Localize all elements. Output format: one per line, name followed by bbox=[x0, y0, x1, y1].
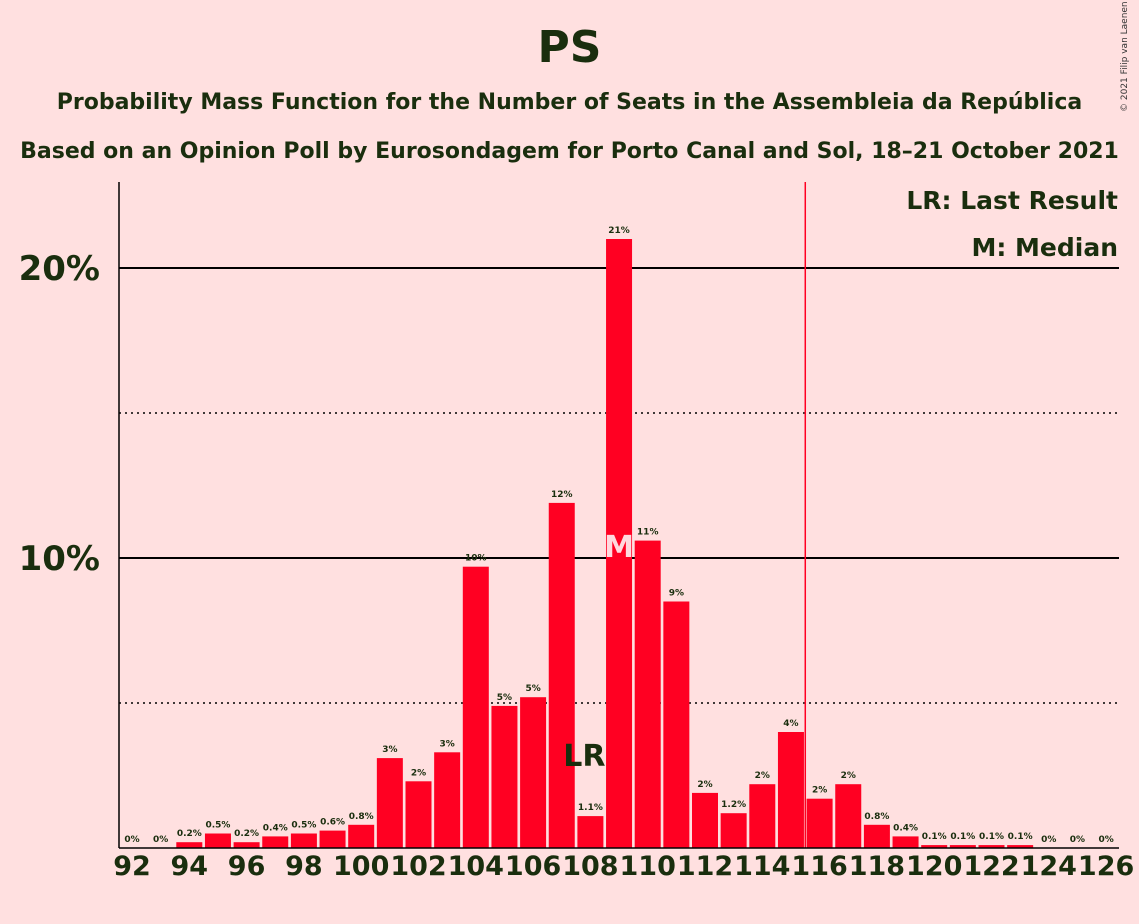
x-tick-label: 102 bbox=[390, 851, 446, 882]
data-label: 0.1% bbox=[1008, 832, 1033, 842]
bar bbox=[634, 540, 661, 848]
x-tick-label: 106 bbox=[505, 851, 561, 882]
x-tick-label: 92 bbox=[113, 851, 151, 882]
bar bbox=[204, 833, 231, 848]
data-label: 3% bbox=[440, 739, 455, 749]
x-tick-label: 104 bbox=[448, 851, 504, 882]
data-label: 0.6% bbox=[320, 818, 345, 828]
chart-subtitle-source: Based on an Opinion Poll by Eurosondagem… bbox=[20, 139, 1119, 164]
bar bbox=[233, 842, 260, 848]
bar bbox=[319, 830, 346, 848]
data-label: 10% bbox=[465, 554, 487, 564]
y-tick-label: 20% bbox=[19, 249, 100, 289]
bar bbox=[835, 784, 862, 848]
x-tick-label: 120 bbox=[906, 851, 962, 882]
chart-title: PS bbox=[537, 22, 602, 73]
bar bbox=[405, 781, 432, 848]
x-tick-label: 110 bbox=[620, 851, 676, 882]
x-tick-label: 116 bbox=[791, 851, 847, 882]
x-tick-label: 94 bbox=[171, 851, 209, 882]
data-label: 4% bbox=[783, 719, 798, 729]
data-label: 0% bbox=[153, 835, 168, 845]
data-label: 0.4% bbox=[263, 823, 288, 833]
legend-last-result: LR: Last Result bbox=[906, 186, 1118, 215]
data-label: 0.2% bbox=[177, 829, 202, 839]
bar bbox=[692, 792, 718, 848]
data-label: 2% bbox=[812, 786, 827, 796]
x-tick-label: 98 bbox=[285, 851, 323, 882]
x-tick-label: 112 bbox=[677, 851, 733, 882]
data-label: 1.1% bbox=[578, 803, 603, 813]
bar bbox=[176, 842, 203, 848]
data-label: 0% bbox=[1070, 835, 1085, 845]
data-label: 0.5% bbox=[205, 821, 230, 831]
bar bbox=[376, 758, 403, 848]
data-label: 5% bbox=[525, 684, 540, 694]
x-tick-label: 124 bbox=[1021, 851, 1077, 882]
data-label: 0.8% bbox=[864, 812, 889, 822]
bar bbox=[777, 732, 804, 848]
data-label: 2% bbox=[755, 771, 770, 781]
data-label: 0% bbox=[1041, 835, 1056, 845]
x-tick-label: 122 bbox=[963, 851, 1019, 882]
data-label: 12% bbox=[551, 490, 573, 500]
data-label: 1.2% bbox=[721, 800, 746, 810]
data-label: 2% bbox=[411, 768, 426, 778]
bar bbox=[949, 845, 976, 848]
bar bbox=[520, 697, 547, 848]
bar bbox=[434, 752, 461, 848]
bar bbox=[863, 824, 890, 848]
data-label: 0.2% bbox=[234, 829, 259, 839]
last-result-marker: LR bbox=[563, 739, 605, 774]
x-tick-label: 114 bbox=[734, 851, 790, 882]
data-label: 0% bbox=[1098, 835, 1113, 845]
bar bbox=[348, 824, 375, 848]
bar bbox=[749, 784, 776, 848]
data-label: 11% bbox=[637, 528, 659, 538]
bar bbox=[978, 845, 1005, 848]
bar bbox=[1007, 845, 1034, 848]
bar bbox=[462, 566, 489, 848]
bar bbox=[548, 502, 575, 848]
data-label: 0.5% bbox=[291, 821, 316, 831]
x-tick-label: 96 bbox=[228, 851, 266, 882]
bar bbox=[663, 601, 690, 848]
chart-subtitle: Probability Mass Function for the Number… bbox=[56, 90, 1083, 115]
median-marker: M bbox=[604, 530, 634, 565]
data-label: 2% bbox=[697, 780, 712, 790]
x-tick-label: 100 bbox=[333, 851, 389, 882]
data-label: 0.4% bbox=[893, 823, 918, 833]
bar bbox=[720, 813, 747, 848]
data-label: 21% bbox=[608, 226, 630, 236]
bar bbox=[290, 833, 317, 848]
data-label: 0.1% bbox=[950, 832, 975, 842]
data-label: 2% bbox=[841, 771, 856, 781]
bar bbox=[491, 705, 518, 848]
data-label: 3% bbox=[382, 745, 397, 755]
data-label: 0% bbox=[124, 835, 139, 845]
y-tick-label: 10% bbox=[19, 539, 100, 579]
x-tick-label: 118 bbox=[849, 851, 905, 882]
data-label: 9% bbox=[669, 589, 684, 599]
bar bbox=[577, 816, 604, 848]
x-tick-label: 126 bbox=[1078, 851, 1134, 882]
data-label: 0.8% bbox=[349, 812, 374, 822]
x-tick-label: 108 bbox=[562, 851, 618, 882]
legend-median: M: Median bbox=[971, 233, 1118, 262]
data-label: 0.1% bbox=[979, 832, 1004, 842]
bar bbox=[921, 845, 948, 848]
bar bbox=[892, 836, 919, 848]
data-label: 5% bbox=[497, 693, 512, 703]
bar bbox=[606, 239, 633, 848]
data-label: 0.1% bbox=[922, 832, 947, 842]
bar bbox=[806, 798, 833, 848]
bar bbox=[262, 836, 289, 848]
